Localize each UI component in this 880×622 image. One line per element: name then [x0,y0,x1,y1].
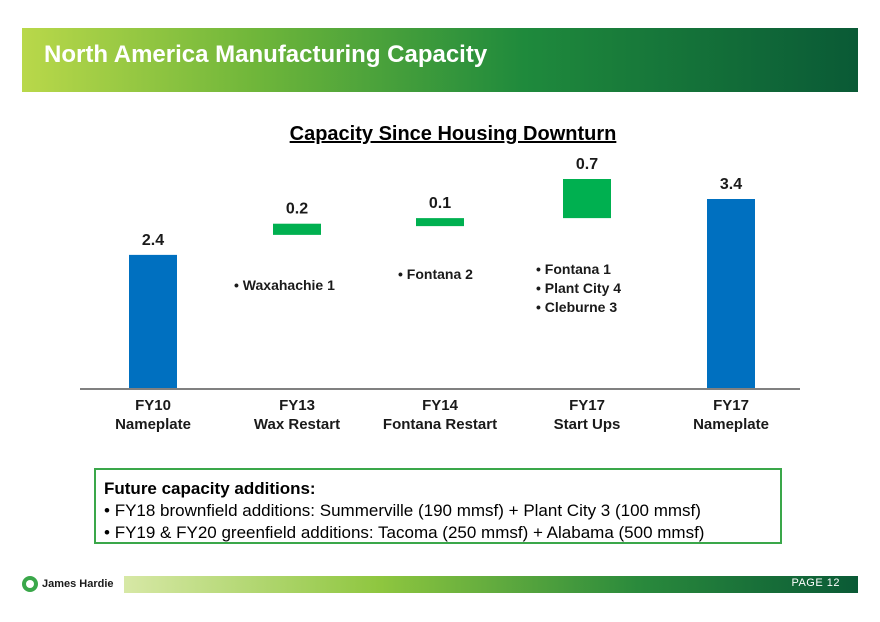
bar-value-label: 0.7 [576,156,598,173]
category-label: FY13 [279,397,315,414]
chart-bar [416,218,464,227]
category-label: Fontana Restart [383,416,497,433]
chart-bar [273,223,321,235]
bar-value-label: 0.1 [429,195,451,212]
chart-title: Capacity Since Housing Downturn [289,123,617,145]
category-label: Wax Restart [254,416,340,433]
waterfall-chart: 2.4 0.2 0.1 0.7 3.4 FY10 Nameplate FY13 Wax Rest… [80,156,800,433]
future-capacity-box: Future capacity additions: FY18 brownfie… [94,468,782,544]
future-item: FY19 & FY20 greenfield additions: Tacoma… [104,522,772,544]
annotation-item: Waxahachie 1 [234,276,335,295]
page-title: North America Manufacturing Capacity [44,41,488,68]
category-label: Start Ups [554,416,621,433]
bar-value-label: 2.4 [142,232,164,249]
bar-value-label: 3.4 [720,176,742,193]
company-logo: James Hardie [22,574,114,594]
annotation-item: Fontana 2 [398,265,473,284]
future-title: Future capacity additions: [104,479,316,498]
page-number: PAGE 12 [791,577,840,589]
logo-icon [22,576,38,592]
category-label: Nameplate [693,416,769,433]
header-bar: North America Manufacturing Capacity [22,28,858,92]
category-label: FY17 [569,397,605,414]
annotation-item: Plant City 4 [536,279,621,298]
annotation-start-ups: Fontana 1 Plant City 4 Cleburne 3 [536,260,621,317]
annotation-item: Cleburne 3 [536,298,621,317]
chart-bar [129,254,177,389]
chart-bar [563,179,611,219]
category-label: FY14 [422,397,459,414]
category-label: FY10 [135,397,171,414]
future-item: FY18 brownfield additions: Summerville (… [104,500,772,522]
category-label: Nameplate [115,416,191,433]
footer-bar: PAGE 12 [124,576,858,593]
bar-value-label: 0.2 [286,201,308,218]
category-label: FY17 [713,397,749,414]
logo-text: James Hardie [42,578,114,590]
annotation-item: Fontana 1 [536,260,621,279]
annotation-fontana-restart: Fontana 2 [398,265,473,284]
chart-bar [707,199,755,389]
annotation-wax-restart: Waxahachie 1 [234,276,335,295]
